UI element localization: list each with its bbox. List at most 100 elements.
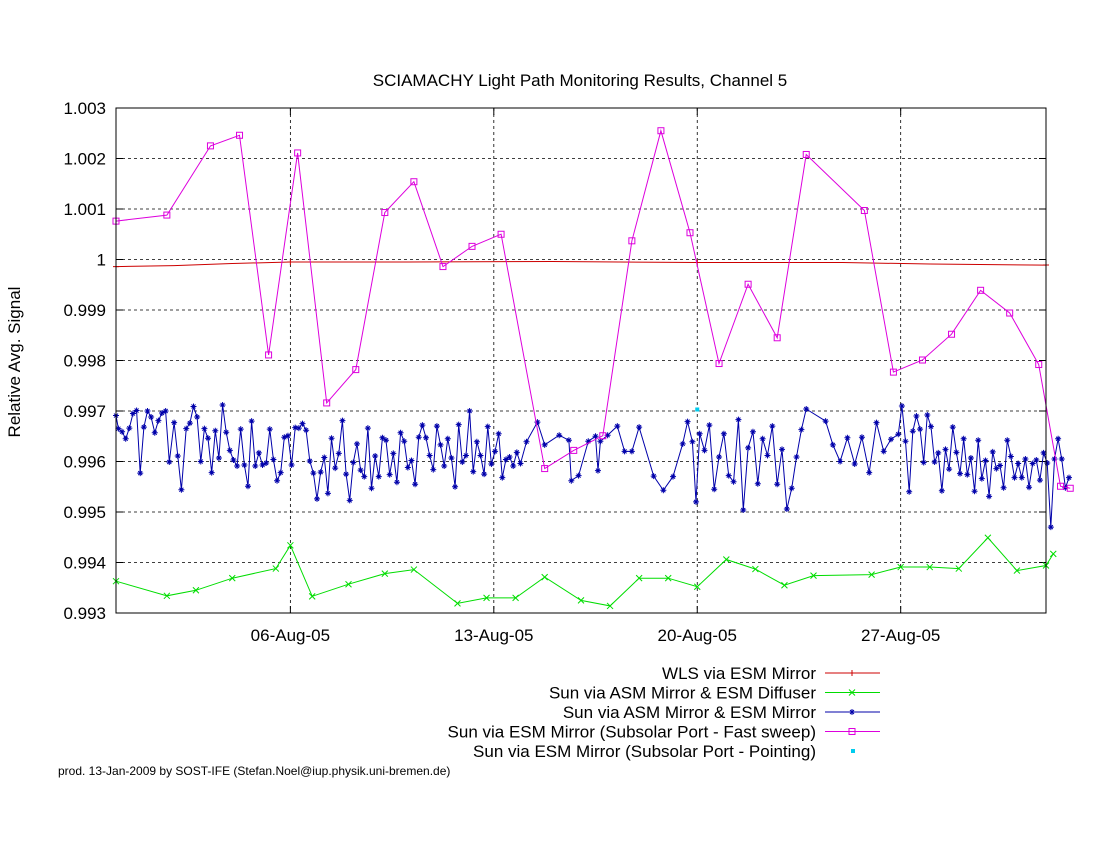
data-point xyxy=(614,423,621,430)
data-point xyxy=(444,435,451,442)
series-5 xyxy=(695,407,700,412)
data-point xyxy=(670,473,677,480)
data-point xyxy=(1018,474,1025,481)
data-point xyxy=(484,423,491,430)
data-point xyxy=(628,448,635,455)
data-point xyxy=(902,438,909,445)
data-point xyxy=(274,477,281,484)
data-point xyxy=(183,425,190,432)
data-point xyxy=(361,473,368,480)
y-tick-label: 0.993 xyxy=(63,604,106,623)
data-point xyxy=(481,471,488,478)
data-point xyxy=(1004,437,1011,444)
data-point xyxy=(948,330,956,338)
data-point xyxy=(1013,567,1021,574)
data-point xyxy=(964,471,971,478)
data-point xyxy=(410,566,418,573)
data-point xyxy=(171,419,178,426)
data-point xyxy=(270,456,277,463)
data-point xyxy=(873,419,880,426)
y-tick-label: 0.996 xyxy=(63,453,106,472)
data-point xyxy=(802,150,810,158)
data-point xyxy=(272,565,280,572)
data-point xyxy=(163,211,171,219)
data-point xyxy=(352,366,360,374)
data-point xyxy=(803,405,810,412)
data-point xyxy=(266,426,273,433)
data-point xyxy=(390,450,397,457)
data-point xyxy=(386,471,393,478)
data-point xyxy=(174,452,181,459)
data-point xyxy=(783,505,790,512)
data-point xyxy=(512,594,519,602)
data-point xyxy=(565,437,572,444)
data-point xyxy=(888,436,894,443)
data-point xyxy=(575,472,582,479)
series-line xyxy=(115,404,1070,528)
data-point xyxy=(523,438,530,445)
data-point xyxy=(541,573,549,581)
series-line xyxy=(115,128,1071,489)
data-point xyxy=(906,488,913,495)
data-point xyxy=(957,470,964,477)
y-tick-label: 0.994 xyxy=(63,554,106,573)
data-point xyxy=(693,498,700,505)
data-point xyxy=(745,444,752,451)
data-point xyxy=(660,487,667,494)
data-point xyxy=(287,259,294,266)
data-point xyxy=(281,434,288,441)
data-point xyxy=(308,592,316,600)
data-point xyxy=(556,432,563,439)
data-point xyxy=(148,414,155,421)
data-point xyxy=(263,460,270,467)
data-point xyxy=(197,458,204,465)
data-point xyxy=(860,207,868,215)
data-point xyxy=(848,689,856,696)
data-point xyxy=(265,351,273,359)
data-point xyxy=(454,600,461,607)
grid xyxy=(116,107,1046,614)
data-point xyxy=(372,452,379,459)
data-point xyxy=(695,407,700,412)
data-point xyxy=(126,425,133,432)
data-point xyxy=(375,473,382,480)
data-point xyxy=(492,448,499,455)
data-point xyxy=(1035,361,1043,369)
legend-label: Sun via ASM Mirror & ESM Diffuser xyxy=(549,684,816,703)
data-point xyxy=(849,709,855,715)
data-point xyxy=(437,441,444,448)
data-point xyxy=(163,592,171,600)
data-point xyxy=(657,127,665,135)
data-point xyxy=(779,446,786,453)
data-point xyxy=(317,469,324,476)
data-point xyxy=(621,448,628,455)
data-point xyxy=(851,749,855,753)
data-point xyxy=(473,438,480,445)
data-point xyxy=(913,413,920,420)
data-point xyxy=(499,474,506,481)
data-point xyxy=(977,286,985,294)
data-point xyxy=(996,462,1003,469)
data-point xyxy=(1051,455,1058,462)
data-point xyxy=(277,469,284,476)
data-point xyxy=(949,424,956,431)
data-point xyxy=(679,440,686,447)
data-point xyxy=(1055,435,1062,442)
data-point xyxy=(255,449,262,456)
data-point xyxy=(206,142,214,150)
data-point xyxy=(927,423,934,430)
data-point xyxy=(635,574,643,582)
y-tick-label: 1 xyxy=(97,251,106,270)
data-point xyxy=(144,408,151,414)
data-point xyxy=(774,481,781,488)
data-point xyxy=(706,422,713,429)
legend-label: WLS via ESM Mirror xyxy=(662,664,816,683)
data-point xyxy=(236,131,244,139)
data-point xyxy=(1026,484,1033,491)
data-point xyxy=(967,454,974,461)
data-point xyxy=(866,469,873,476)
data-point xyxy=(735,416,742,423)
data-point xyxy=(350,459,357,466)
data-point xyxy=(971,488,978,495)
data-point xyxy=(502,456,509,463)
